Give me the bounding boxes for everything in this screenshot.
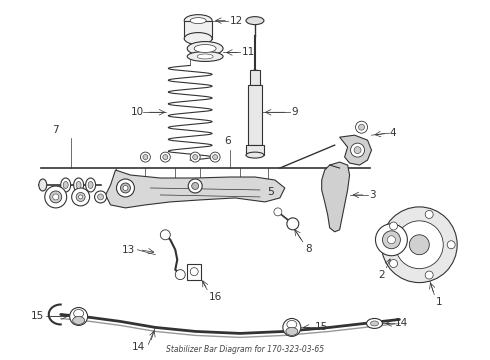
Ellipse shape: [187, 41, 223, 55]
Polygon shape: [322, 162, 349, 232]
Text: 15: 15: [30, 311, 44, 321]
Ellipse shape: [76, 181, 81, 189]
Bar: [248, 85, 262, 145]
Ellipse shape: [163, 154, 168, 159]
Ellipse shape: [121, 183, 130, 193]
Circle shape: [274, 208, 282, 216]
Circle shape: [175, 270, 185, 280]
Text: 3: 3: [369, 190, 376, 200]
Circle shape: [160, 230, 171, 240]
Ellipse shape: [53, 194, 59, 200]
Ellipse shape: [143, 154, 148, 159]
Ellipse shape: [98, 194, 103, 200]
Ellipse shape: [193, 154, 197, 159]
Text: Stabilizer Bar Diagram for 170-323-03-65: Stabilizer Bar Diagram for 170-323-03-65: [166, 345, 324, 354]
Text: 8: 8: [305, 244, 311, 254]
Ellipse shape: [192, 183, 198, 189]
Ellipse shape: [370, 321, 378, 326]
Text: 14: 14: [132, 342, 146, 352]
Bar: [246, 145, 264, 155]
Text: 12: 12: [230, 15, 244, 26]
Circle shape: [388, 236, 395, 244]
Ellipse shape: [72, 188, 90, 206]
Ellipse shape: [74, 310, 84, 318]
Ellipse shape: [350, 143, 365, 157]
Text: 16: 16: [209, 292, 222, 302]
Ellipse shape: [213, 154, 218, 159]
Circle shape: [383, 231, 400, 249]
Ellipse shape: [78, 195, 83, 199]
Polygon shape: [340, 135, 371, 165]
Ellipse shape: [95, 191, 106, 203]
Ellipse shape: [184, 32, 212, 45]
Ellipse shape: [76, 193, 85, 201]
Text: 7: 7: [52, 125, 59, 135]
Circle shape: [425, 211, 433, 219]
Text: 4: 4: [390, 128, 396, 138]
Ellipse shape: [39, 179, 47, 191]
Ellipse shape: [160, 152, 171, 162]
Text: 11: 11: [242, 48, 255, 58]
Ellipse shape: [356, 121, 368, 133]
Circle shape: [382, 207, 457, 283]
Ellipse shape: [63, 181, 68, 189]
Text: 15: 15: [315, 323, 328, 332]
Ellipse shape: [210, 152, 220, 162]
Circle shape: [395, 221, 443, 269]
Text: 6: 6: [224, 136, 230, 146]
Ellipse shape: [61, 178, 71, 192]
Circle shape: [287, 218, 299, 230]
Ellipse shape: [246, 152, 264, 158]
Text: 9: 9: [292, 107, 298, 117]
Polygon shape: [105, 170, 285, 208]
Bar: [187, 264, 201, 280]
Ellipse shape: [187, 51, 223, 62]
Ellipse shape: [367, 319, 383, 328]
Bar: [250, 71, 260, 85]
Text: 13: 13: [122, 245, 135, 255]
Ellipse shape: [197, 54, 213, 59]
Ellipse shape: [354, 147, 361, 154]
Circle shape: [409, 235, 429, 255]
Ellipse shape: [188, 179, 202, 193]
Ellipse shape: [45, 186, 67, 208]
Bar: [184, 21, 212, 39]
Ellipse shape: [141, 152, 150, 162]
Ellipse shape: [123, 185, 128, 190]
Circle shape: [425, 271, 433, 279]
Circle shape: [447, 241, 455, 249]
Ellipse shape: [286, 328, 298, 336]
Ellipse shape: [194, 45, 216, 53]
Ellipse shape: [50, 191, 62, 203]
Ellipse shape: [287, 320, 297, 328]
Ellipse shape: [74, 178, 84, 192]
Circle shape: [390, 260, 397, 267]
Ellipse shape: [70, 307, 88, 325]
Circle shape: [390, 222, 397, 230]
Circle shape: [190, 268, 198, 276]
Ellipse shape: [359, 124, 365, 130]
Ellipse shape: [190, 152, 200, 162]
Text: 5: 5: [267, 187, 274, 197]
Ellipse shape: [246, 17, 264, 24]
Text: 10: 10: [130, 107, 144, 117]
Circle shape: [375, 224, 407, 256]
Text: 1: 1: [436, 297, 443, 307]
Ellipse shape: [283, 319, 301, 336]
Ellipse shape: [86, 178, 96, 192]
Ellipse shape: [73, 316, 85, 324]
Ellipse shape: [184, 15, 212, 27]
Ellipse shape: [117, 179, 134, 197]
Text: 2: 2: [378, 270, 385, 280]
Ellipse shape: [88, 181, 93, 189]
Text: 14: 14: [394, 319, 408, 328]
Ellipse shape: [190, 18, 206, 24]
